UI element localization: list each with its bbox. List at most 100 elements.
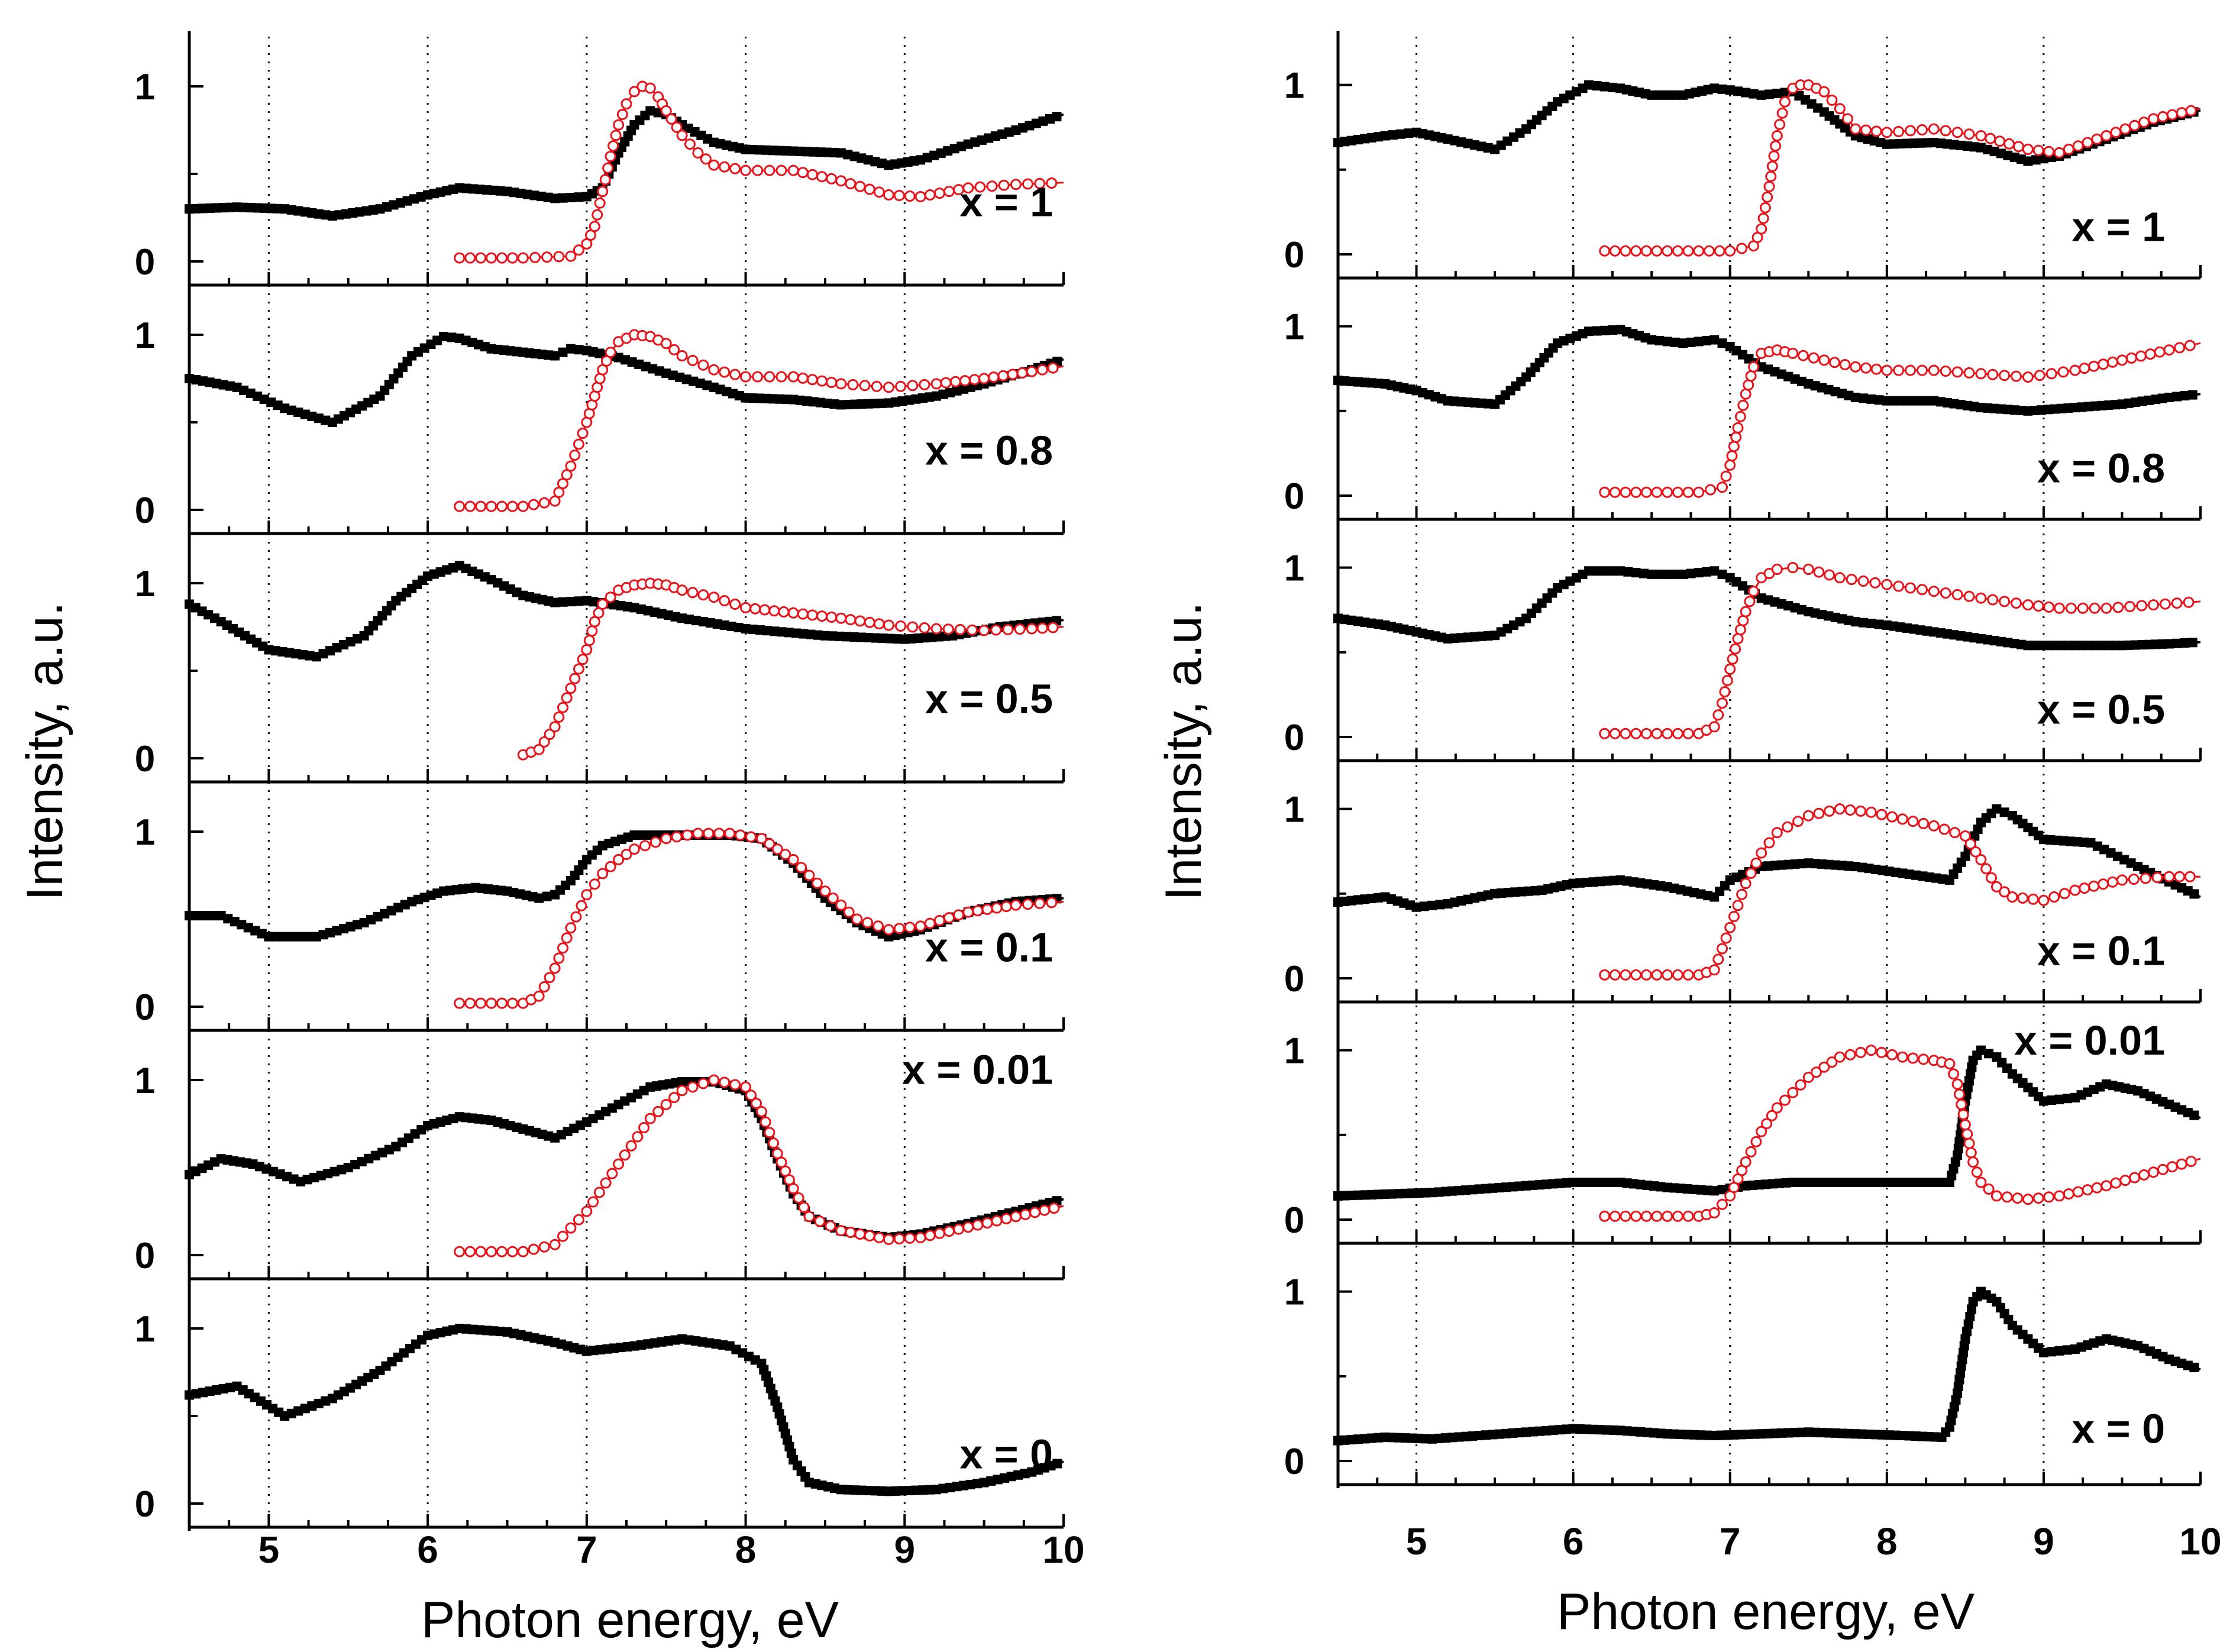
data-point-red — [2148, 1166, 2159, 1178]
data-point-red — [854, 180, 866, 192]
data-point-red — [1860, 124, 1872, 136]
data-point-red — [600, 1177, 612, 1189]
data-point-red — [787, 854, 799, 865]
data-point-red — [1782, 821, 1793, 833]
data-point-red — [729, 368, 741, 380]
data-point-red — [1724, 245, 1736, 257]
data-point-red — [2053, 1190, 2065, 1202]
data-point-red — [2116, 354, 2128, 366]
data-point-red — [557, 942, 568, 954]
data-point-red — [2144, 348, 2156, 360]
y-tick-label: 0 — [1284, 476, 1304, 517]
data-point-red — [1779, 1094, 1791, 1106]
data-point-red — [668, 1092, 680, 1104]
data-point-black — [2062, 1094, 2072, 1104]
data-point-black — [550, 597, 560, 607]
data-point-red — [2027, 893, 2039, 905]
data-point-red — [1792, 816, 1804, 827]
data-point-red — [755, 1105, 767, 1117]
data-point-red — [1743, 379, 1754, 391]
data-point-red — [2048, 891, 2060, 903]
y-tick-label: 0 — [1284, 1200, 1304, 1241]
data-point-red — [475, 252, 487, 264]
data-point-red — [1818, 86, 1830, 98]
data-point-black — [2054, 1346, 2064, 1356]
data-point-red — [1726, 450, 1738, 462]
data-point-red — [1640, 486, 1652, 498]
data-point-red — [2082, 1184, 2093, 1196]
data-point-red — [1620, 245, 1631, 257]
data-point-red — [1720, 470, 1732, 482]
x-tick-label: 8 — [735, 1528, 757, 1571]
data-point-black — [1780, 88, 1790, 98]
data-point-black — [1607, 325, 1617, 335]
data-point-red — [924, 189, 936, 201]
data-point-black — [1678, 338, 1688, 348]
data-point-red — [719, 595, 731, 607]
data-point-red — [1609, 969, 1621, 981]
data-point-red — [1886, 1049, 1898, 1061]
data-point-red — [883, 189, 894, 201]
data-point-red — [628, 86, 640, 98]
data-point-red — [660, 1098, 672, 1110]
data-point-red — [1034, 897, 1046, 909]
data-point-red — [1893, 580, 1905, 592]
data-point-black — [1654, 335, 1665, 345]
data-point-black — [574, 192, 584, 202]
data-point-red — [1620, 486, 1631, 498]
data-point-black — [1662, 90, 1672, 100]
right-x-axis-title: Photon energy, eV — [1557, 1583, 1975, 1640]
data-point-red — [2038, 894, 2050, 906]
data-point-red — [1771, 564, 1783, 575]
data-point-red — [1719, 686, 1731, 698]
data-point-red — [1940, 125, 1951, 137]
data-point-red — [486, 997, 497, 1009]
data-point-red — [573, 244, 584, 256]
data-point-red — [1918, 1053, 1930, 1065]
data-point-red — [1905, 582, 1917, 594]
y-tick-label: 1 — [1284, 1272, 1304, 1313]
data-point-red — [1721, 675, 1733, 686]
data-point-red — [697, 359, 709, 371]
data-point-red — [778, 606, 790, 618]
data-point-red — [2128, 874, 2140, 885]
data-point-black — [1396, 129, 1405, 139]
data-point-red — [930, 623, 942, 635]
data-point-red — [684, 138, 696, 150]
data-point-red — [1963, 1137, 1975, 1149]
y-tick-label: 0 — [135, 739, 155, 780]
data-point-red — [1730, 643, 1741, 655]
series-line-black — [1337, 1289, 2201, 1442]
data-point-red — [1990, 1190, 2002, 1202]
data-point-red — [930, 378, 942, 390]
data-point-red — [2100, 130, 2112, 141]
data-point-red — [557, 1230, 568, 1242]
data-point-red — [1651, 245, 1663, 257]
data-point-red — [687, 587, 699, 599]
data-point-red — [1046, 897, 1058, 909]
data-point-red — [1732, 422, 1744, 434]
data-point-red — [1002, 623, 1014, 635]
data-point-red — [541, 251, 553, 263]
data-point-red — [771, 843, 783, 855]
data-point-red — [962, 1221, 974, 1233]
y-tick-label: 1 — [135, 1309, 155, 1350]
data-point-red — [1728, 911, 1740, 922]
data-point-red — [986, 180, 998, 192]
data-point-red — [826, 611, 838, 623]
data-point-red — [486, 252, 497, 264]
data-point-red — [851, 913, 863, 925]
data-point-red — [486, 1246, 497, 1257]
data-point-red — [676, 130, 688, 141]
data-point-red — [847, 379, 859, 390]
data-point-black — [1890, 1178, 1900, 1187]
data-point-red — [561, 932, 573, 944]
data-point-red — [2098, 358, 2109, 370]
data-point-red — [2011, 597, 2022, 609]
data-point-red — [2136, 600, 2148, 612]
data-point-red — [589, 221, 600, 232]
data-point-red — [565, 460, 577, 472]
data-point-red — [1813, 807, 1825, 819]
data-point-black — [2038, 1096, 2048, 1106]
data-point-red — [974, 181, 986, 193]
